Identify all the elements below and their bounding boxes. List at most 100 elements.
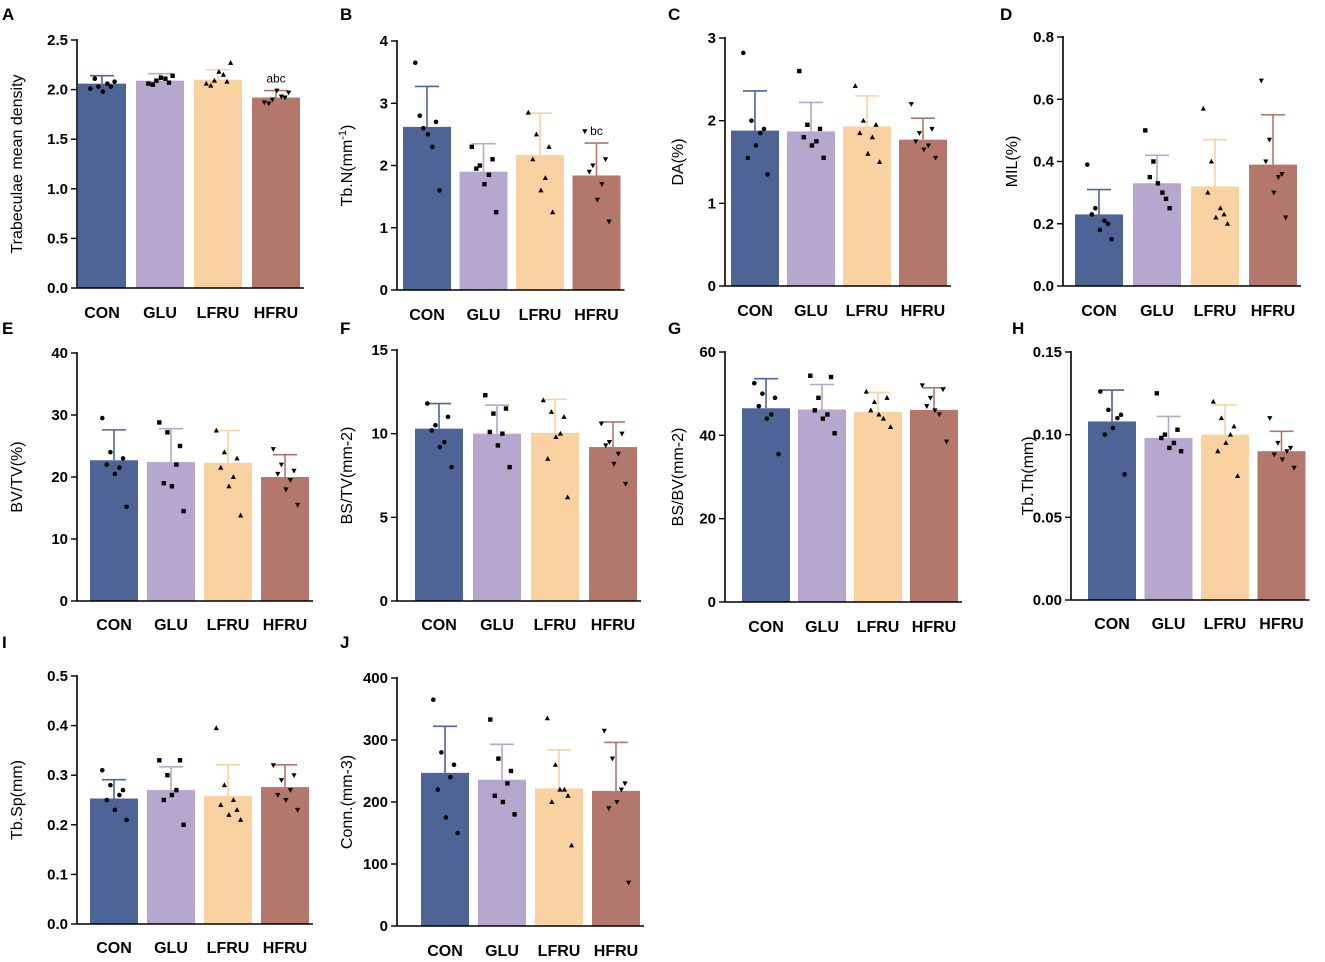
data-point-hfru <box>269 97 275 103</box>
data-point-glu <box>488 717 493 722</box>
x-tick-label-hfru: HFRU <box>912 619 956 636</box>
data-point-con <box>92 76 98 81</box>
panel-letter: C <box>668 5 680 24</box>
x-tick-label-glu: GLU <box>794 303 828 320</box>
y-tick-label: 2.5 <box>47 32 68 49</box>
y-tick-label: 15 <box>371 342 388 359</box>
data-point-lfru <box>1210 398 1216 404</box>
x-tick-label-con: CON <box>84 305 120 322</box>
data-point-glu <box>482 181 487 187</box>
data-point-hfru <box>606 219 612 225</box>
panel-b: B CON GLU LFRU HFRU bc 0 1 2 3 4 Tb.N(mm-1) <box>337 5 625 324</box>
data-point-lfru <box>863 388 869 394</box>
data-point-glu <box>487 429 492 435</box>
data-point-con <box>430 144 435 150</box>
data-point-con <box>443 815 449 820</box>
bar-glu <box>147 790 195 924</box>
data-point-lfru <box>869 134 875 140</box>
data-point-glu <box>817 126 823 132</box>
y-axis-label: BV/TV(%) <box>9 441 26 512</box>
data-point-hfru <box>924 404 930 409</box>
data-point-glu <box>500 799 506 805</box>
data-point-glu <box>496 756 501 761</box>
data-point-hfru <box>283 487 289 493</box>
bar-lfru <box>1191 186 1239 286</box>
data-point-con <box>104 797 110 803</box>
data-point-con <box>421 125 426 131</box>
significance-label: bc <box>590 124 603 138</box>
bar-lfru <box>516 154 564 290</box>
panel-letter: B <box>340 5 352 24</box>
data-point-glu <box>1143 128 1148 133</box>
data-point-con <box>455 830 460 836</box>
bar-hfru <box>261 787 309 924</box>
y-tick-label: 0.5 <box>47 668 68 685</box>
data-point-con <box>1115 415 1120 421</box>
data-point-con <box>749 118 754 123</box>
x-tick-label-hfru: HFRU <box>574 307 618 324</box>
data-point-hfru <box>626 880 632 886</box>
panel-j: J CON GLU LFRU HFRU 0 100 200 300 400 Conn.(mm-3) <box>339 633 644 960</box>
y-tick-label: 1 <box>380 220 388 237</box>
data-point-lfru <box>221 782 227 788</box>
y-axis-label: BS/TV(mm-2) <box>339 427 356 525</box>
data-point-hfru <box>1271 452 1277 458</box>
data-point-con <box>124 504 129 510</box>
data-point-con <box>1106 407 1111 413</box>
y-tick-label: 20 <box>51 469 68 486</box>
data-point-glu <box>491 411 496 416</box>
panel-c: C CON GLU LFRU HFRU 0 1 2 3 DA(%) <box>668 5 951 320</box>
y-tick-label: 0.4 <box>47 718 69 735</box>
data-point-hfru <box>606 440 612 445</box>
data-point-con <box>433 423 438 428</box>
data-point-lfru <box>1225 220 1231 226</box>
data-point-con <box>1097 227 1103 233</box>
data-point-glu <box>169 792 175 798</box>
y-tick-label: 0.5 <box>47 230 68 247</box>
data-point-lfru <box>1235 473 1241 478</box>
data-point-lfru <box>565 494 571 500</box>
data-point-lfru <box>857 130 863 136</box>
y-tick-label: 0.1 <box>47 866 68 883</box>
x-tick-label-lfru: LFRU <box>519 307 562 324</box>
data-point-hfru <box>913 139 919 145</box>
y-tick-label: 0 <box>380 593 388 610</box>
data-point-lfru <box>1213 214 1219 220</box>
data-point-glu <box>177 443 183 449</box>
data-point-con <box>1098 389 1103 394</box>
data-point-lfru <box>234 455 240 461</box>
data-point-hfru <box>618 787 624 793</box>
data-point-hfru <box>1263 159 1269 165</box>
x-tick-label-glu: GLU <box>143 305 177 322</box>
data-point-con <box>417 113 423 118</box>
data-point-lfru <box>216 68 222 74</box>
bar-con <box>415 428 463 601</box>
bar-con <box>731 130 779 286</box>
data-point-hfru <box>594 197 600 203</box>
data-point-glu <box>1175 427 1180 432</box>
data-point-lfru <box>1215 448 1221 454</box>
data-point-lfru <box>218 802 224 807</box>
data-point-con <box>1122 472 1127 477</box>
bar-lfru <box>1201 434 1249 600</box>
y-tick-label: 200 <box>363 794 388 811</box>
data-point-lfru <box>226 483 232 489</box>
data-point-glu <box>832 431 837 436</box>
x-tick-label-glu: GLU <box>467 307 501 324</box>
data-point-glu <box>169 484 175 489</box>
data-point-hfru <box>282 95 288 101</box>
data-point-lfru <box>218 464 224 470</box>
data-point-hfru <box>275 793 281 798</box>
data-point-con <box>117 792 122 798</box>
panel-letter: A <box>2 5 14 24</box>
data-point-hfru <box>295 502 301 508</box>
data-point-hfru <box>602 157 609 163</box>
data-point-con <box>752 380 757 386</box>
significance-label: abc <box>266 72 285 86</box>
data-point-glu <box>821 155 826 161</box>
data-point-glu <box>825 412 830 417</box>
panel-letter: D <box>1000 5 1012 24</box>
data-point-glu <box>1154 391 1159 396</box>
data-point-con <box>765 172 770 177</box>
data-point-con <box>100 767 105 773</box>
